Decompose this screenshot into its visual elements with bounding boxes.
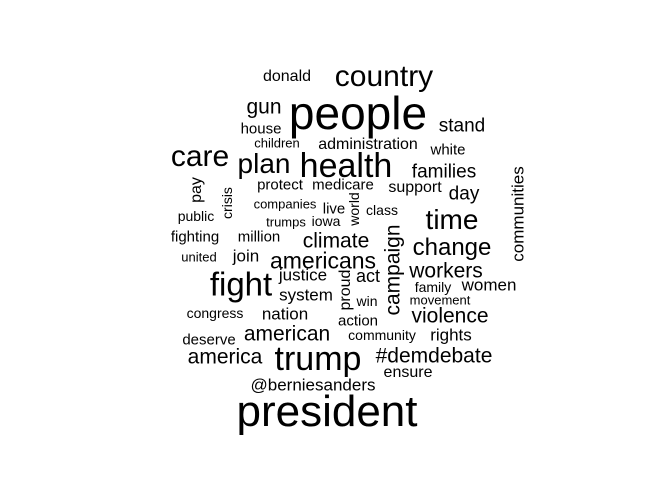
word-administration: administration [318,136,418,153]
word-united: united [181,249,217,265]
word-deserve: deserve [182,331,236,349]
word-workers: workers [409,259,483,283]
word-public: public [177,208,215,224]
word-protect: protect [257,176,303,194]
word-million: million [237,228,281,246]
word-people: people [288,87,428,139]
word-stand: stand [438,115,486,137]
word-white: white [430,141,466,159]
word-live: live [322,200,346,218]
word-house: house [240,120,282,138]
word-movement: movement [409,292,471,308]
word-women: women [461,275,517,295]
word-crisis: crisis [219,187,235,219]
word-family: family [414,279,452,295]
word-americans: americans [269,247,377,274]
word-america: america [187,345,263,369]
word-nation: nation [261,304,309,324]
word-community: community [348,327,416,343]
word-win: win [356,293,378,309]
word-act: act [355,266,381,286]
word-american: american [243,322,331,346]
word-support: support [388,179,442,196]
word-families: families [411,161,477,183]
word-climate: climate [302,229,370,253]
word-berniesanders: @berniesanders [250,375,376,395]
word-iowa: iowa [311,213,341,229]
word-president: president [236,387,418,436]
word-fighting: fighting [170,228,220,246]
word-class: class [366,202,398,218]
word-trump: trump [274,340,362,378]
word-companies: companies [253,196,317,212]
word-ensure: ensure [383,364,433,381]
word-demdebate: #demdebate [375,344,493,368]
word-change: change [412,234,492,261]
word-medicare: medicare [312,176,374,194]
word-campaign: campaign [381,224,405,316]
word-country: country [334,60,434,93]
word-trumps: trumps [266,214,306,230]
word-health: health [299,147,393,185]
word-plan: plan [237,148,291,179]
word-pay: pay [188,177,205,203]
word-care: care [170,140,230,173]
word-day: day [448,183,480,205]
word-proud: proud [337,269,354,311]
word-congress: congress [186,305,244,321]
word-communities: communities [508,166,528,262]
word-time: time [425,204,479,235]
word-donald: donald [262,68,312,85]
word-world: world [346,192,362,226]
word-violence: violence [411,304,489,328]
word-action: action [337,312,379,330]
word-rights: rights [430,325,472,345]
word-children: children [254,135,300,151]
word-justice: justice [278,265,328,285]
word-system: system [279,285,333,305]
word-fight: fight [209,265,273,303]
word-join: join [232,246,260,266]
word-gun: gun [246,95,282,119]
